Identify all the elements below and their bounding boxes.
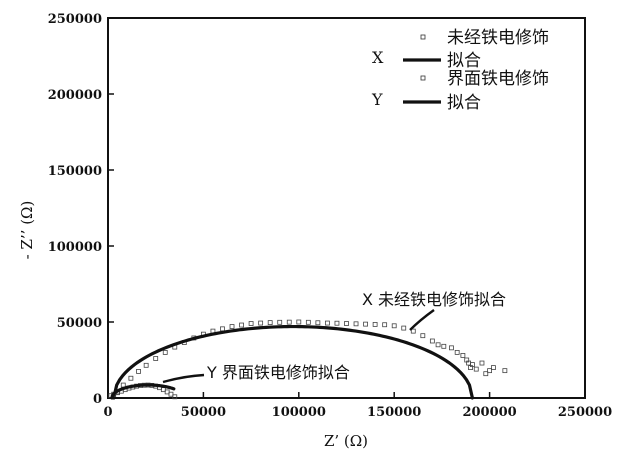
- series-layer: [108, 319, 508, 400]
- x-tick-label: 0: [103, 405, 112, 420]
- annotations: X 未经铁电修饰拟合 Y 界面铁电修饰拟合: [162, 290, 506, 384]
- data-point: [353, 321, 359, 327]
- data-point: [128, 375, 134, 381]
- data-point: [470, 362, 475, 367]
- legend-label-x-fit: 拟合: [447, 51, 481, 71]
- legend-label-y-fit: 拟合: [447, 93, 481, 113]
- data-point: [325, 320, 330, 326]
- data-point: [363, 321, 368, 327]
- x-tick-label: 200000: [462, 405, 516, 420]
- y-axis-ticks: 0 50000 100000 150000 200000 250000: [48, 12, 114, 407]
- data-point: [391, 323, 397, 329]
- data-point: [153, 356, 159, 361]
- data-point: [168, 391, 174, 397]
- y-axis-title: - Z’’ (Ω): [18, 201, 36, 260]
- data-point: [479, 360, 485, 366]
- data-point: [401, 325, 407, 331]
- fit-line-series-3: [110, 383, 176, 400]
- data-point: [286, 319, 292, 325]
- data-point: [258, 320, 264, 326]
- data-point: [334, 320, 340, 326]
- data-point: [164, 389, 170, 395]
- data-point: [454, 349, 460, 355]
- data-point: [315, 320, 321, 326]
- data-point: [487, 368, 493, 374]
- y-tick-label: 150000: [48, 164, 102, 179]
- y-tick-label: 0: [93, 392, 102, 407]
- legend-label-x-data: 未经铁电修饰: [447, 28, 549, 48]
- data-point: [296, 319, 302, 325]
- data-point: [449, 345, 454, 351]
- x-tick-label: 100000: [272, 405, 326, 420]
- annotation-y-leader: [162, 373, 205, 384]
- data-point: [239, 322, 244, 328]
- plot-area-frame: [107, 17, 586, 399]
- y-tick-label: 250000: [48, 12, 102, 27]
- legend-label-y-data: 界面铁电修饰: [447, 69, 549, 89]
- annotation-x-leader: [409, 309, 435, 331]
- data-point: [344, 321, 349, 326]
- data-point: [441, 343, 447, 349]
- data-point: [382, 322, 388, 328]
- data-point: [473, 366, 479, 372]
- data-series-0: [115, 319, 508, 395]
- legend: 未经铁电修饰 X 拟合 界面铁电修饰 Y 拟合: [371, 28, 549, 113]
- data-point: [229, 324, 235, 329]
- data-point: [460, 353, 466, 358]
- data-point: [305, 319, 311, 325]
- data-point: [410, 328, 416, 334]
- y-tick-label: 50000: [57, 316, 102, 331]
- y-tick-label: 100000: [48, 240, 102, 255]
- legend-marker-x-data: [420, 34, 426, 40]
- data-point: [143, 362, 149, 368]
- x-axis-ticks: 0 50000 100000 150000 200000 250000: [103, 392, 612, 420]
- data-point: [491, 365, 496, 371]
- annotation-x-fit: X 未经铁电修饰拟合: [362, 290, 506, 309]
- data-point: [483, 371, 489, 377]
- data-point: [420, 333, 426, 339]
- x-tick-label: 150000: [367, 405, 421, 420]
- x-tick-label: 50000: [181, 405, 226, 420]
- data-point: [172, 394, 178, 400]
- legend-marker-y-data: [420, 75, 426, 81]
- data-point: [136, 368, 141, 374]
- data-point: [267, 320, 273, 326]
- y-tick-label: 200000: [48, 88, 102, 103]
- data-point: [429, 338, 435, 344]
- data-point: [502, 368, 508, 374]
- legend-group-label-x: X: [372, 48, 384, 67]
- x-tick-label: 250000: [558, 405, 612, 420]
- data-point: [162, 349, 168, 355]
- legend-group-label-y: Y: [371, 90, 383, 109]
- data-point: [160, 387, 166, 393]
- data-point: [248, 321, 254, 326]
- data-point: [277, 319, 283, 325]
- data-point: [372, 322, 378, 327]
- x-axis-title: Z’ (Ω): [324, 432, 368, 450]
- data-point: [435, 342, 441, 348]
- annotation-y-fit: Y 界面铁电修饰拟合: [206, 363, 350, 382]
- fit-line-series-1: [112, 324, 475, 400]
- data-point: [220, 326, 225, 332]
